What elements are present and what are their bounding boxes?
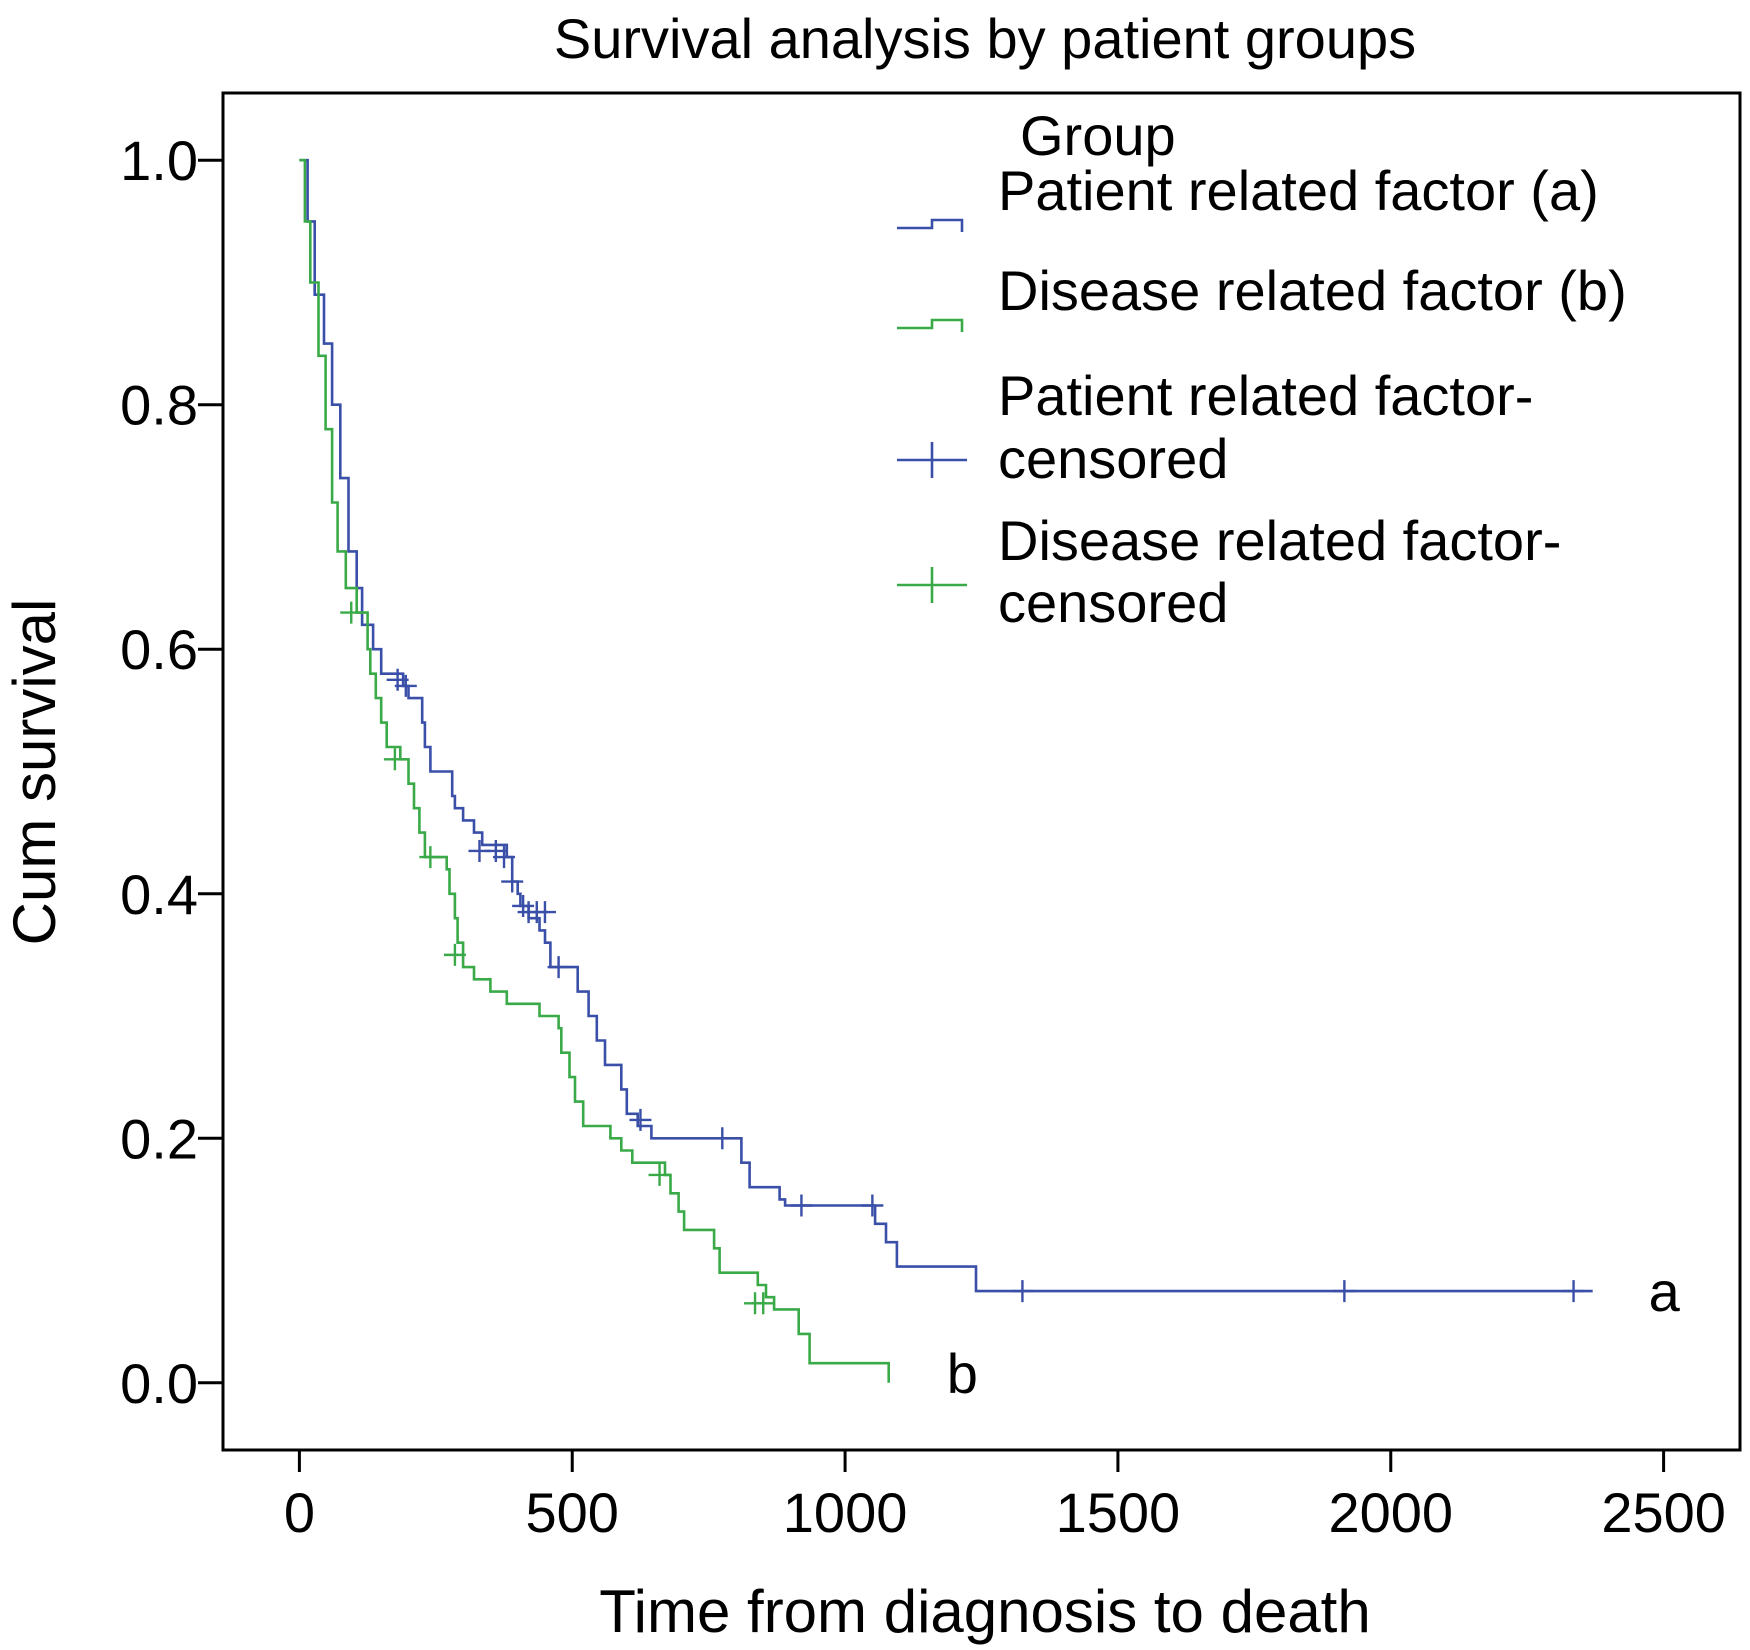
censor-mark: [629, 1108, 652, 1131]
legend-plus-symbol: [897, 567, 967, 603]
x-tick-label: 1500: [1056, 1481, 1181, 1544]
censor-mark: [752, 1292, 775, 1315]
y-tick-label: 0.8: [120, 374, 198, 437]
censor-mark: [790, 1194, 813, 1217]
x-tick-label: 0: [284, 1481, 315, 1544]
legend-step-symbol: [897, 218, 964, 232]
censor-mark: [501, 870, 524, 893]
series-line-b: [299, 158, 890, 1383]
series-layer: ab: [299, 158, 1681, 1405]
censor-mark: [711, 1127, 734, 1150]
y-tick-label: 0.2: [120, 1107, 198, 1170]
y-tick-label: 0.0: [120, 1352, 198, 1415]
legend: Group Patient related factor (a) Disease …: [897, 104, 1627, 634]
censor-mark: [1562, 1280, 1585, 1303]
legend-title: Group: [1020, 104, 1176, 167]
series-line-a: [299, 158, 1593, 1293]
legend-entries: Patient related factor (a) Disease relate…: [897, 159, 1627, 634]
plot-area: [221, 91, 1742, 1452]
y-axis: 0.0 0.2 0.4 0.6 0.8 1.0: [120, 129, 223, 1415]
x-axis: 0 500 1000 1500 2000 2500: [284, 1450, 1726, 1544]
chart-title: Survival analysis by patient groups: [554, 7, 1416, 70]
series-end-label: b: [947, 1342, 978, 1405]
legend-entry-label: Disease related factor-: [998, 509, 1561, 572]
censor-mark: [648, 1163, 671, 1186]
censor-mark: [340, 601, 363, 624]
censor-mark: [547, 956, 570, 979]
legend-entry-label: censored: [998, 427, 1228, 490]
x-axis-label: Time from diagnosis to death: [599, 1578, 1370, 1645]
x-tick-label: 1000: [783, 1481, 908, 1544]
censor-mark: [383, 748, 406, 771]
y-tick-label: 1.0: [120, 129, 198, 192]
x-tick-label: 2000: [1328, 1481, 1453, 1544]
legend-entry-label: Patient related factor (a): [998, 159, 1599, 222]
y-tick-label: 0.6: [120, 618, 198, 681]
censor-mark: [419, 846, 442, 869]
y-tick-label: 0.4: [120, 863, 198, 926]
legend-entry-label: censored: [998, 571, 1228, 634]
x-tick-label: 2500: [1601, 1481, 1726, 1544]
censor-mark: [394, 674, 417, 697]
censor-mark: [533, 901, 556, 924]
censor-mark: [493, 846, 516, 869]
x-tick-label: 500: [526, 1481, 619, 1544]
censor-mark: [861, 1194, 884, 1217]
censor-mark: [512, 894, 535, 917]
series-end-label: a: [1649, 1260, 1681, 1323]
legend-entry-label: Disease related factor (b): [998, 259, 1627, 322]
legend-entry-label: Patient related factor-: [998, 364, 1533, 427]
censor-mark: [1011, 1280, 1034, 1303]
legend-step-symbol: [897, 318, 964, 332]
legend-plus-symbol: [897, 442, 967, 478]
censor-mark: [1333, 1280, 1356, 1303]
y-axis-label: Cum survival: [1, 599, 68, 946]
censor-mark: [443, 943, 466, 966]
